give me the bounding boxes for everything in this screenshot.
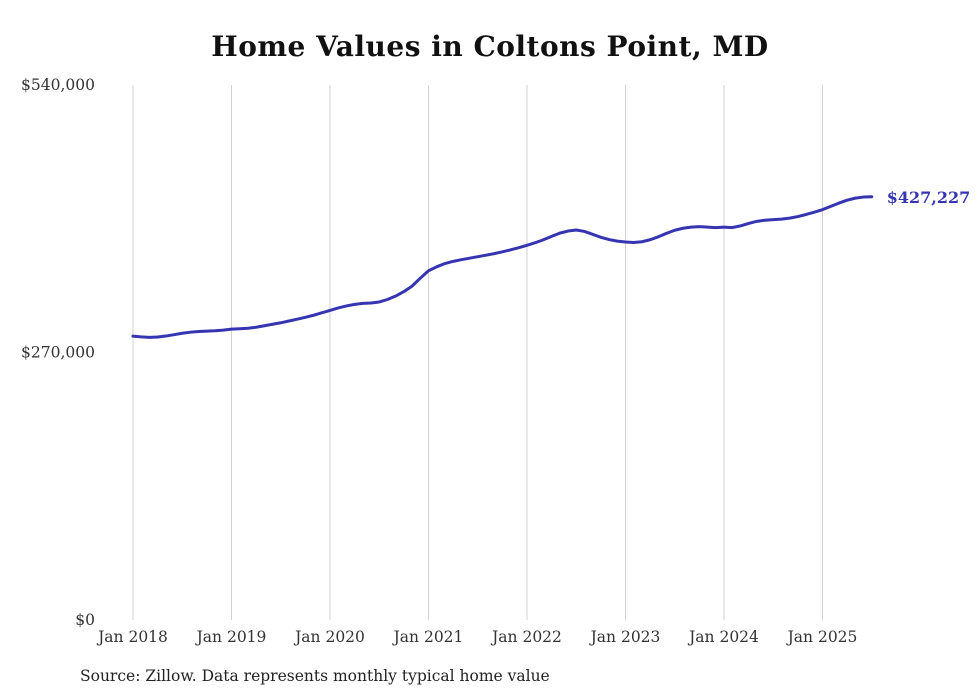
- y-axis-tick-label: $0: [75, 611, 95, 629]
- x-axis-tick-label: Jan 2025: [786, 628, 858, 646]
- x-axis-tick-label: Jan 2021: [392, 628, 464, 646]
- x-axis-tick-label: Jan 2019: [195, 628, 267, 646]
- x-axis-tick-label: Jan 2022: [490, 628, 562, 646]
- source-note: Source: Zillow. Data represents monthly …: [80, 667, 550, 685]
- x-axis-tick-label: Jan 2018: [96, 628, 168, 646]
- y-axis-tick-label: $540,000: [21, 76, 95, 94]
- x-axis-tick-label: Jan 2020: [293, 628, 365, 646]
- current-value-label: $427,227: [886, 187, 971, 207]
- x-axis-tick-label: Jan 2023: [589, 628, 661, 646]
- x-axis-tick-label: Jan 2024: [687, 628, 759, 646]
- home-value-line: [131, 195, 874, 339]
- chart-title: Home Values in Coltons Point, MD: [211, 30, 769, 63]
- y-axis-tick-label: $270,000: [21, 344, 95, 362]
